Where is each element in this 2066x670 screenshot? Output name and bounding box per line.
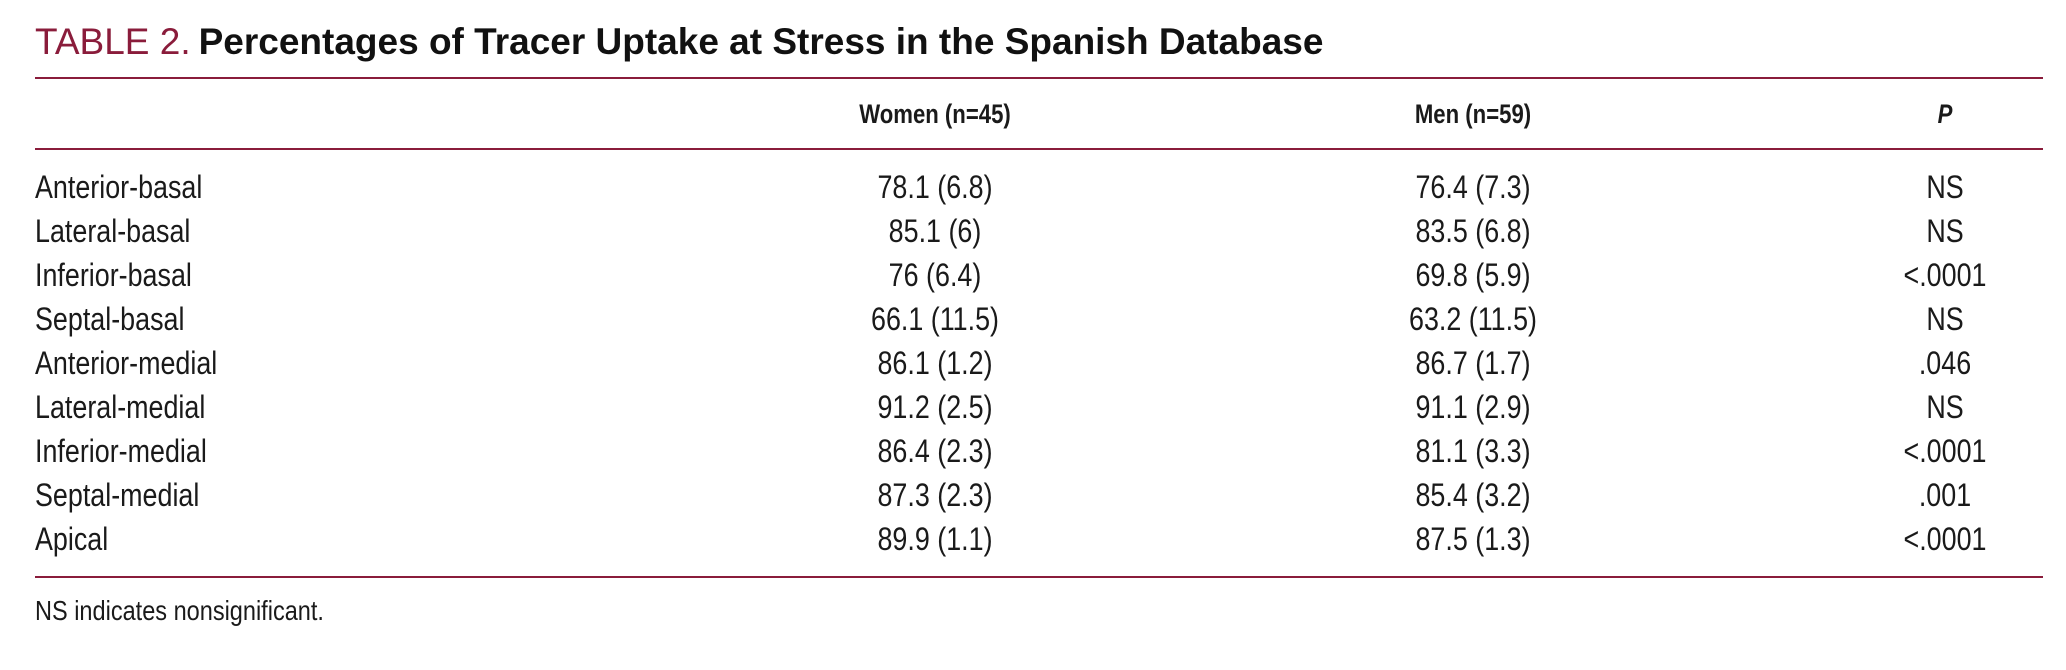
p-value: NS [1926,169,1964,205]
table-row: Lateral-medial 91.2 (2.5) 91.1 (2.9) NS [35,385,2043,429]
men-value: 81.1 (3.3) [1415,433,1531,469]
row-label: Lateral-medial [35,389,206,425]
men-value: 86.7 (1.7) [1415,345,1531,381]
column-header-men: Men (n=59) [1414,99,1532,129]
row-label: Inferior-basal [35,257,192,293]
men-value: 91.1 (2.9) [1415,389,1531,425]
table-container: TABLE 2. Percentages of Tracer Uptake at … [35,0,2043,670]
table-title-text: Percentages of Tracer Uptake at Stress i… [198,21,1324,62]
row-label: Septal-basal [35,301,185,337]
row-label: Anterior-basal [35,169,203,205]
row-label: Septal-medial [35,477,200,513]
p-value: <.0001 [1903,433,1987,469]
table-row: Inferior-basal 76 (6.4) 69.8 (5.9) <.000… [35,253,2043,297]
p-value: <.0001 [1903,521,1987,557]
women-value: 86.4 (2.3) [877,433,993,469]
women-value: 91.2 (2.5) [877,389,993,425]
men-value: 85.4 (3.2) [1415,477,1531,513]
p-value: .046 [1918,345,1972,381]
women-value: 87.3 (2.3) [877,477,993,513]
p-value: NS [1926,389,1964,425]
p-value: NS [1926,301,1964,337]
p-value: <.0001 [1903,257,1987,293]
top-rule [35,77,2043,79]
women-value: 78.1 (6.8) [877,169,993,205]
table-row: Anterior-basal 78.1 (6.8) 76.4 (7.3) NS [35,165,2043,209]
table-row: Apical 89.9 (1.1) 87.5 (1.3) <.0001 [35,517,2043,561]
column-header-p: P [1937,99,1953,129]
women-value: 85.1 (6) [888,213,982,249]
table-label: TABLE 2. [35,21,191,62]
table-row: Anterior-medial 86.1 (1.2) 86.7 (1.7) .0… [35,341,2043,385]
men-value: 83.5 (6.8) [1415,213,1531,249]
bottom-rule [35,576,2043,578]
header-rule [35,148,2043,150]
column-header-women: Women (n=45) [859,99,1011,129]
row-label: Inferior-medial [35,433,207,469]
women-value: 89.9 (1.1) [877,521,993,557]
table-row: Septal-medial 87.3 (2.3) 85.4 (3.2) .001 [35,473,2043,517]
men-value: 87.5 (1.3) [1415,521,1531,557]
table-row: Lateral-basal 85.1 (6) 83.5 (6.8) NS [35,209,2043,253]
men-value: 76.4 (7.3) [1415,169,1531,205]
p-value: .001 [1918,477,1972,513]
women-value: 76 (6.4) [888,257,982,293]
p-value: NS [1926,213,1964,249]
men-value: 69.8 (5.9) [1415,257,1531,293]
table-footnote: NS indicates nonsignificant. [35,595,324,626]
row-label: Apical [35,521,109,557]
women-value: 66.1 (11.5) [870,301,999,337]
women-value: 86.1 (1.2) [877,345,993,381]
table-row: Septal-basal 66.1 (11.5) 63.2 (11.5) NS [35,297,2043,341]
row-label: Lateral-basal [35,213,191,249]
men-value: 63.2 (11.5) [1408,301,1537,337]
table-row: Inferior-medial 86.4 (2.3) 81.1 (3.3) <.… [35,429,2043,473]
row-label: Anterior-medial [35,345,218,381]
table-title: TABLE 2. Percentages of Tracer Uptake at … [35,18,1323,66]
